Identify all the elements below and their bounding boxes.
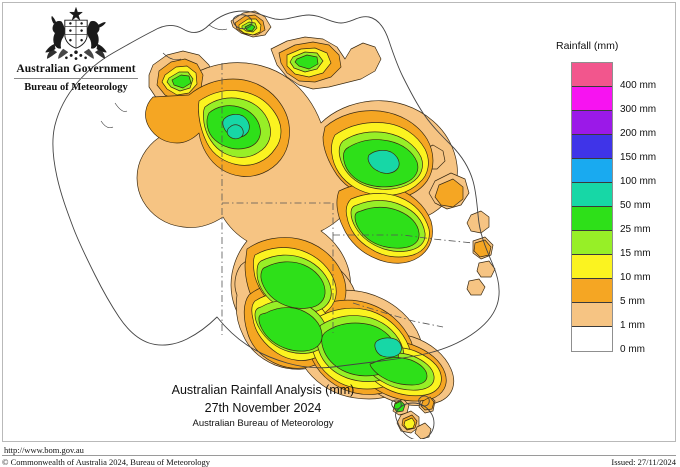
bom-url[interactable]: http://www.bom.gov.au	[4, 445, 84, 455]
legend-swatch-15-mm	[572, 231, 612, 255]
map-date: 27th November 2024	[204, 401, 322, 415]
legend-swatch-1-mm	[572, 303, 612, 327]
map-title: Australian Rainfall Analysis (mm)	[171, 383, 355, 397]
legend-label-400-mm: 400 mm	[620, 80, 657, 91]
legend-label-10-mm: 10 mm	[620, 272, 651, 283]
map-title-block: Australian Rainfall Analysis (mm) 27th N…	[118, 383, 408, 429]
legend-swatch-300-mm	[572, 87, 612, 111]
legend-colorbar	[571, 62, 613, 352]
government-branding: Australian Government Bureau of Meteorol…	[6, 4, 146, 93]
state-borders	[221, 63, 474, 335]
government-title: Australian Government	[16, 63, 136, 75]
page-frame	[2, 2, 676, 442]
legend-swatch-200-mm	[572, 111, 612, 135]
legend-swatch-25-mm	[572, 207, 612, 231]
legend-swatch-100-mm	[572, 159, 612, 183]
legend-label-5-mm: 5 mm	[620, 296, 645, 307]
coastline	[52, 10, 500, 439]
footer-divider	[2, 455, 676, 456]
legend-labels: 400 mm 300 mm 200 mm 150 mm 100 mm 50 mm 25 mm…	[620, 62, 680, 355]
legend-label-150-mm: 150 mm	[620, 152, 657, 163]
agency-title: Bureau of Meteorology	[24, 82, 128, 93]
australian-coat-of-arms-icon	[45, 6, 107, 61]
map-source: Australian Bureau of Meteorology	[192, 418, 334, 429]
legend-swatch-50-mm	[572, 183, 612, 207]
legend-label-100-mm: 100 mm	[620, 176, 657, 187]
legend-label-50-mm: 50 mm	[620, 200, 651, 211]
legend-title: Rainfall (mm)	[556, 40, 619, 52]
legend-swatch-10-mm	[572, 255, 612, 279]
band-50mm	[222, 113, 402, 358]
issued-date: Issued: 27/11/2024	[611, 457, 676, 467]
legend-label-15-mm: 15 mm	[620, 248, 651, 259]
legend-swatch-400-mm	[572, 63, 612, 87]
coastline-detail	[100, 24, 228, 129]
legend-label-200-mm: 200 mm	[620, 128, 657, 139]
header-divider	[14, 78, 138, 79]
rainfall-legend: Rainfall (mm) 400 mm 300 mm 200 mm 150 mm 10…	[548, 40, 674, 405]
legend-label-1-mm: 1 mm	[620, 320, 645, 331]
rainfall-contours	[136, 10, 496, 439]
legend-label-300-mm: 300 mm	[620, 104, 657, 115]
legend-swatch-0-mm	[572, 327, 612, 351]
legend-swatch-150-mm	[572, 135, 612, 159]
copyright-notice: © Commonwealth of Australia 2024, Bureau…	[2, 457, 211, 467]
rainfall-map	[3, 3, 543, 439]
legend-label-25-mm: 25 mm	[620, 224, 651, 235]
legend-swatch-5-mm	[572, 279, 612, 303]
legend-label-0-mm: 0 mm	[620, 344, 645, 355]
